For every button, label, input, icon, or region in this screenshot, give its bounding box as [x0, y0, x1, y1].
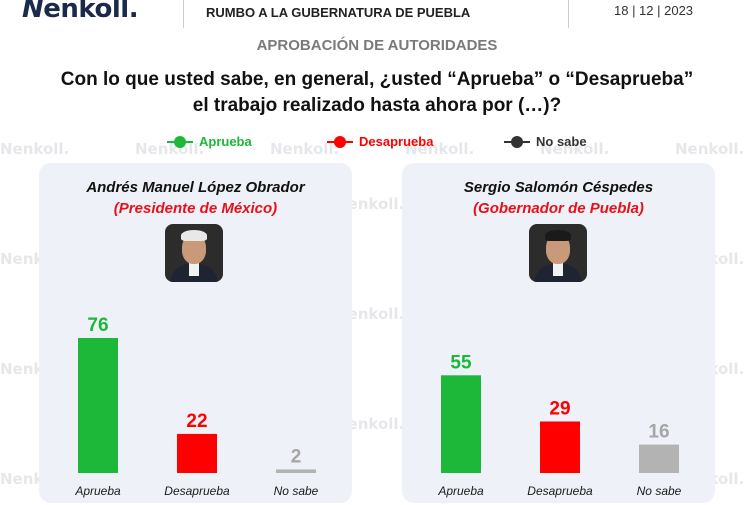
header-divider [183, 0, 184, 28]
logo-text: enkoll. [43, 0, 139, 24]
header-divider [568, 0, 569, 28]
legend-marker-icon [167, 136, 193, 148]
enkoll-logo: Nenkoll. [22, 0, 139, 24]
question-line-1: Con lo que usted sabe, en general, ¿uste… [60, 69, 694, 90]
legend-marker-icon [504, 136, 530, 148]
watermark-logo: Nenkoll. [675, 140, 745, 158]
panel-person-name: Sergio Salomón Céspedes [463, 179, 654, 196]
header-topic: RUMBO A LA GUBERNATURA DE PUEBLA [206, 5, 471, 20]
panel-salomon: Sergio Salomón Céspedes (Gobernador de P… [402, 163, 715, 503]
panel-person-name: Andrés Manuel López Obrador [86, 179, 305, 196]
watermark-logo: Nenkoll. [540, 140, 610, 158]
legend-label: No sabe [536, 134, 587, 149]
watermark-logo: Nenkoll. [335, 305, 405, 323]
header-bar: Nenkoll. RUMBO A LA GUBERNATURA DE PUEBL… [0, 0, 754, 32]
header-date: 18 | 12 | 2023 [614, 3, 694, 18]
watermark-logo: Nenkoll. [0, 140, 70, 158]
panel-person-role: (Presidente de México) [113, 200, 278, 217]
person-photo-icon [165, 224, 223, 282]
legend-label: Aprueba [199, 134, 252, 149]
chart-legend: Aprueba Desaprueba No sabe [0, 133, 754, 151]
panel-amlo: Andrés Manuel López Obrador (Presidente … [39, 163, 352, 503]
watermark-logo: Nenkoll. [135, 140, 205, 158]
watermark-logo: Nenkoll. [335, 195, 405, 213]
panel-person-role: (Gobernador de Puebla) [473, 200, 644, 217]
question-line-2: el trabajo realizado hasta ahora por (…)… [192, 95, 562, 116]
legend-label: Desaprueba [359, 134, 434, 149]
legend-marker-icon [327, 136, 353, 148]
watermark-logo: Nenkoll. [405, 140, 475, 158]
person-photo-icon [529, 224, 587, 282]
survey-question: Con lo que usted sabe, en general, ¿uste… [20, 67, 734, 119]
page-subtitle: APROBACIÓN DE AUTORIDADES [256, 37, 498, 54]
watermark-logo: Nenkoll. [335, 415, 405, 433]
watermark-logo: Nenkoll. [270, 140, 340, 158]
